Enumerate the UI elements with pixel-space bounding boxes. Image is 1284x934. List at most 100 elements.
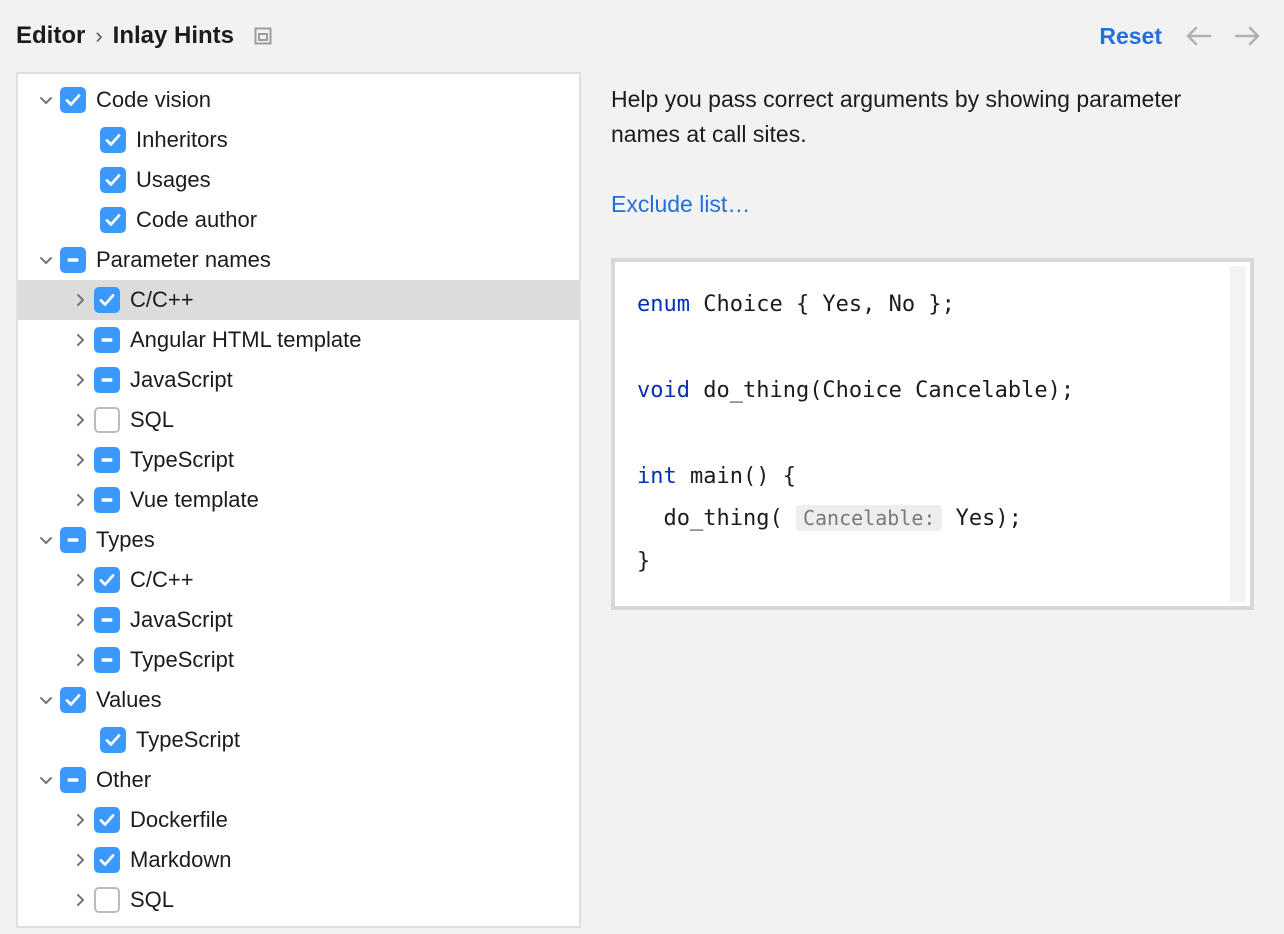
nav-back-icon[interactable] [1184,25,1212,47]
checkbox[interactable] [94,287,120,313]
chevron-right-icon[interactable] [66,573,94,587]
tree-label: Values [96,687,162,713]
chevron-down-icon[interactable] [32,773,60,787]
tree-row[interactable]: C/C++ [18,280,579,320]
tree-row[interactable]: TypeScript [18,640,579,680]
tree-label: Types [96,527,155,553]
checkbox[interactable] [94,607,120,633]
tree-label: TypeScript [130,447,234,473]
checkbox[interactable] [100,127,126,153]
tree-row[interactable]: Other [18,760,579,800]
checkbox[interactable] [94,367,120,393]
chevron-down-icon[interactable] [32,93,60,107]
tree-label: JavaScript [130,367,233,393]
tree-row[interactable]: Dockerfile [18,800,579,840]
tree-label: Other [96,767,151,793]
exclude-list-link[interactable]: Exclude list… [611,191,750,218]
chevron-right-icon[interactable] [66,813,94,827]
tree-row[interactable]: Angular HTML template [18,320,579,360]
nav-forward-icon[interactable] [1234,25,1262,47]
breadcrumb-item[interactable]: Editor [16,22,85,50]
tree-label: SQL [130,887,174,913]
tree-row[interactable]: Vue template [18,480,579,520]
chevron-right-icon[interactable] [66,333,94,347]
tree-row[interactable]: Markdown [18,840,579,880]
tree-label: TypeScript [130,647,234,673]
chevron-right-icon[interactable] [66,493,94,507]
checkbox[interactable] [60,87,86,113]
code-keyword: enum [637,292,690,317]
checkbox[interactable] [94,407,120,433]
breadcrumb-separator: › [95,23,102,49]
checkbox[interactable] [100,167,126,193]
chevron-right-icon[interactable] [66,853,94,867]
reset-button[interactable]: Reset [1099,23,1162,50]
setting-description: Help you pass correct arguments by showi… [611,82,1254,151]
code-preview: enum Choice { Yes, No }; void do_thing(C… [611,258,1254,610]
content-area: Code vision Inheritors Usages Code author Pa… [0,72,1284,928]
tree-label: Angular HTML template [130,327,362,353]
tree-label: Parameter names [96,247,271,273]
inlay-hint: Cancelable: [796,505,942,531]
checkbox[interactable] [60,767,86,793]
tree-row[interactable]: C/C++ [18,560,579,600]
chevron-right-icon[interactable] [66,453,94,467]
checkbox[interactable] [100,727,126,753]
tree-label: Markdown [130,847,231,873]
checkbox[interactable] [60,247,86,273]
tree-row[interactable]: JavaScript [18,600,579,640]
detail-panel: Help you pass correct arguments by showi… [611,72,1284,928]
code-text: Choice { Yes, No }; [690,292,955,317]
tree-row[interactable]: Usages [18,160,579,200]
checkbox[interactable] [94,567,120,593]
chevron-down-icon[interactable] [32,533,60,547]
chevron-down-icon[interactable] [32,693,60,707]
tree-label: Inheritors [136,127,228,153]
chevron-right-icon[interactable] [66,653,94,667]
fullscreen-icon[interactable] [254,27,272,45]
checkbox[interactable] [94,447,120,473]
code-text: } [637,549,650,574]
checkbox[interactable] [94,847,120,873]
tree-label: C/C++ [130,567,194,593]
chevron-right-icon[interactable] [66,373,94,387]
tree-label: TypeScript [136,727,240,753]
breadcrumb-item[interactable]: Inlay Hints [113,22,234,50]
tree-label: Vue template [130,487,259,513]
chevron-down-icon[interactable] [32,253,60,267]
settings-tree[interactable]: Code vision Inheritors Usages Code author Pa… [16,72,581,928]
tree-row[interactable]: Types [18,520,579,560]
checkbox[interactable] [100,207,126,233]
checkbox[interactable] [94,647,120,673]
chevron-right-icon[interactable] [66,893,94,907]
tree-row[interactable]: SQL [18,400,579,440]
tree-label: Dockerfile [130,807,228,833]
code-keyword: int [637,464,677,489]
tree-row[interactable]: Code vision [18,80,579,120]
tree-label: JavaScript [130,607,233,633]
chevron-right-icon[interactable] [66,293,94,307]
tree-label: Usages [136,167,211,193]
code-text: Yes); [942,506,1021,531]
tree-row[interactable]: Values [18,680,579,720]
code-keyword: void [637,378,690,403]
checkbox[interactable] [94,487,120,513]
tree-row[interactable]: Code author [18,200,579,240]
tree-label: Code author [136,207,257,233]
tree-label: SQL [130,407,174,433]
code-text: do_thing(Choice Cancelable); [690,378,1074,403]
tree-row[interactable]: Parameter names [18,240,579,280]
tree-row[interactable]: TypeScript [18,720,579,760]
tree-row[interactable]: Inheritors [18,120,579,160]
checkbox[interactable] [60,687,86,713]
checkbox[interactable] [94,887,120,913]
checkbox[interactable] [60,527,86,553]
tree-row[interactable]: JavaScript [18,360,579,400]
scrollbar-track[interactable] [1230,266,1246,602]
tree-row[interactable]: SQL [18,880,579,920]
chevron-right-icon[interactable] [66,613,94,627]
checkbox[interactable] [94,807,120,833]
checkbox[interactable] [94,327,120,353]
tree-row[interactable]: TypeScript [18,440,579,480]
chevron-right-icon[interactable] [66,413,94,427]
